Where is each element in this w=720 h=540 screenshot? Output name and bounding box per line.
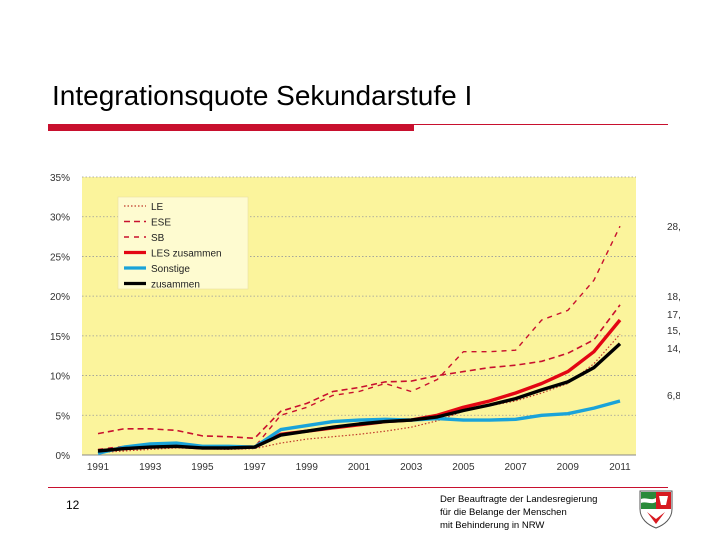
- legend-box: [117, 196, 249, 290]
- x-tick-label: 2003: [400, 462, 423, 473]
- footer-rule: [48, 487, 668, 488]
- y-tick-label: 10%: [50, 372, 70, 383]
- series-lines: [97, 225, 622, 456]
- x-tick-label: 1993: [139, 462, 162, 473]
- x-tick-label: 1997: [243, 462, 266, 473]
- legend-entry: LE: [151, 202, 164, 213]
- y-tick-label: 15%: [50, 332, 70, 343]
- line-chart: 0%5%10%15%20%25%30%35% 1991 1993 1995 1997 1…: [50, 173, 680, 473]
- x-tick-label: 2001: [348, 462, 371, 473]
- x-axis: 1991 1993 1995 1997 1999 2001 2003 2005 2007 2009…: [82, 454, 636, 473]
- x-tick-label: 1991: [87, 462, 110, 473]
- y-tick-label: 25%: [50, 252, 70, 263]
- y-tick-label: 0%: [56, 451, 71, 462]
- x-tick-label: 1999: [296, 462, 319, 473]
- title-underline-thick: [48, 124, 414, 131]
- x-tick-label: 1995: [191, 462, 214, 473]
- end-label: 28,8%: [667, 222, 680, 233]
- y-tick-label: 30%: [50, 213, 70, 224]
- y-axis: 0% 5% 10% 15% 20% 25% 30% 35%: [50, 173, 70, 462]
- end-label: 15,2%: [667, 326, 680, 337]
- footer-line: Der Beauftragte der Landesregierung: [440, 494, 598, 505]
- legend-entry: zusammen: [151, 280, 200, 291]
- series-line: [97, 399, 621, 456]
- legend-entry: LES zusammen: [151, 249, 222, 260]
- legend-entry: ESE: [151, 218, 171, 229]
- end-label: 14,0%: [667, 344, 680, 355]
- y-tick-label: 5%: [56, 411, 71, 422]
- footer-text: Der Beauftragte der Landesregierung für …: [440, 493, 597, 532]
- x-tick-label: 2009: [557, 462, 580, 473]
- series-line: [97, 304, 621, 440]
- end-label: 18,9%: [667, 292, 680, 303]
- end-label: 6,8%: [667, 391, 680, 402]
- footer-line: für die Belange der Menschen: [440, 507, 567, 518]
- end-labels: 28,8% 18,9% 17,0% 15,2% 14,0% 6,8%: [667, 222, 680, 402]
- y-tick-label: 35%: [50, 173, 70, 184]
- legend: LE ESE SB LES zusammen Sonstige zusammen: [117, 196, 249, 291]
- slide-title: Integrationsquote Sekundarstufe I: [52, 80, 473, 111]
- footer-line: mit Behinderung in NRW: [440, 520, 545, 531]
- y-tick-label: 20%: [50, 292, 70, 303]
- x-tick-label: 2005: [452, 462, 475, 473]
- series-line: [97, 333, 621, 454]
- nrw-coat-of-arms-icon: [639, 490, 673, 529]
- series-line: [97, 342, 622, 453]
- x-tick-label: 2007: [504, 462, 527, 473]
- page-number: 12: [66, 498, 80, 512]
- end-label: 17,0%: [667, 310, 680, 321]
- series-line: [97, 225, 621, 451]
- legend-entry: Sonstige: [151, 264, 190, 275]
- x-tick-label: 2011: [609, 462, 631, 473]
- legend-entry: SB: [151, 233, 165, 244]
